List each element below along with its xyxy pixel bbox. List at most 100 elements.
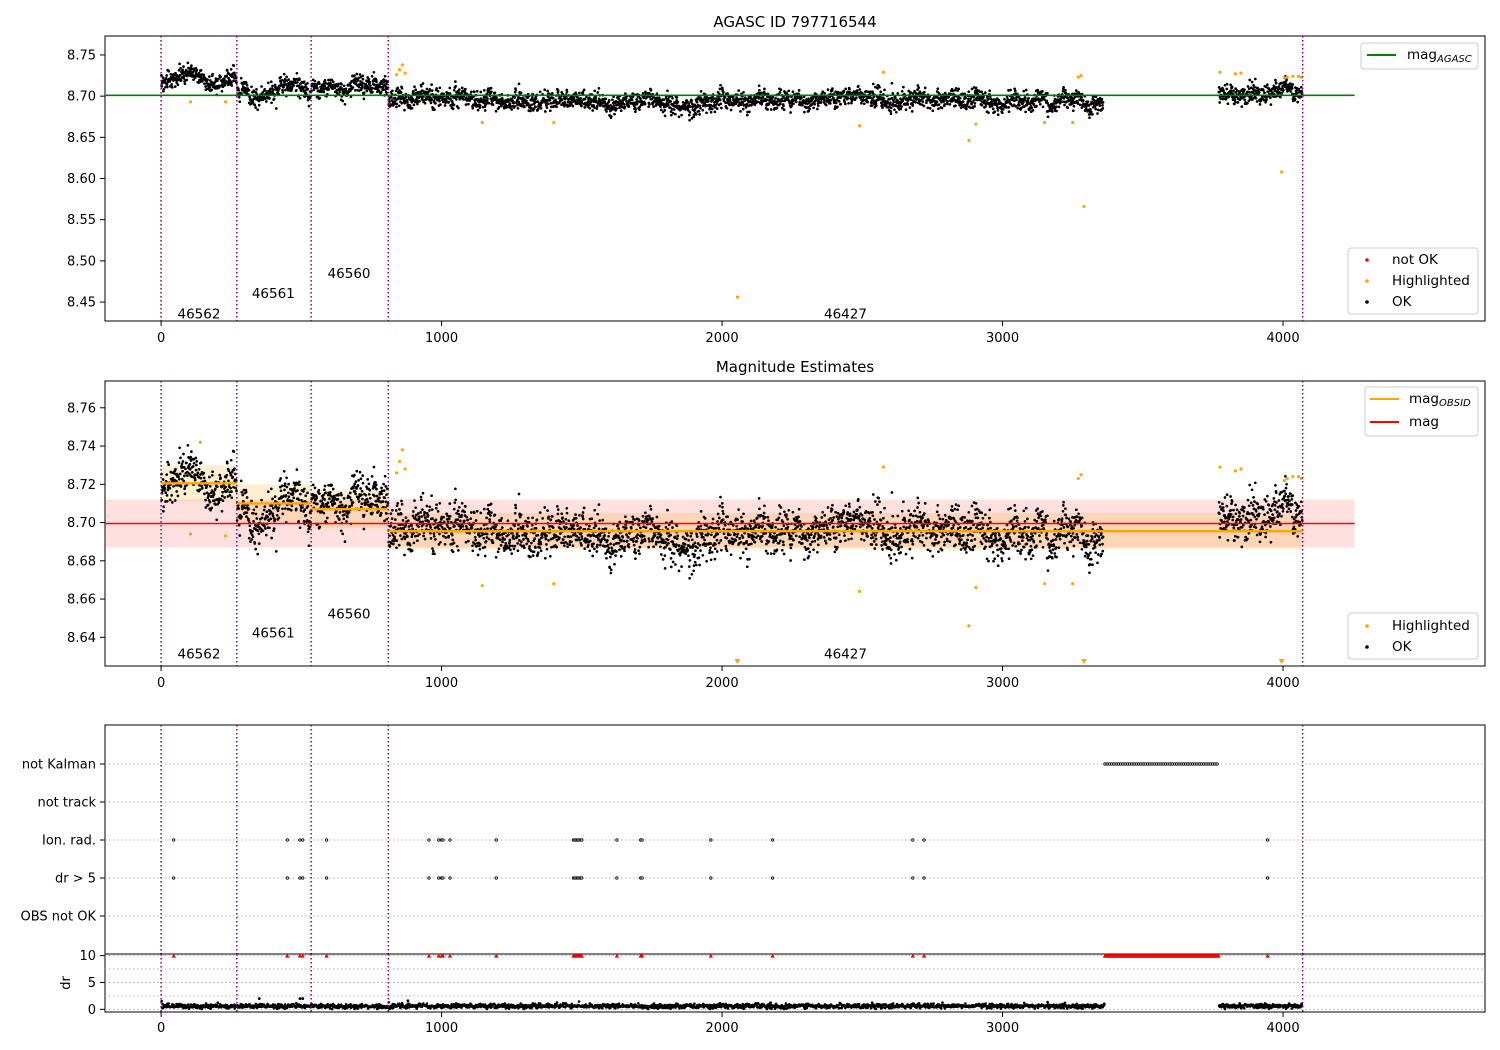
ok-point — [526, 96, 529, 100]
ok-point — [193, 76, 197, 80]
ok-point — [225, 461, 229, 465]
ok-point — [245, 83, 249, 87]
ok-point — [232, 79, 235, 83]
ok-point — [500, 517, 504, 520]
ok-point — [385, 493, 388, 497]
ok-point — [984, 105, 987, 108]
ok-point — [299, 492, 302, 496]
ok-point — [500, 526, 504, 529]
ok-point — [501, 540, 504, 544]
ok-point — [1255, 100, 1259, 103]
ok-point — [513, 544, 517, 548]
ok-point — [538, 546, 542, 550]
ok-point — [323, 79, 327, 82]
ok-point — [395, 504, 399, 508]
ok-point — [353, 74, 356, 78]
ok-point — [1236, 101, 1240, 104]
ok-point — [551, 526, 555, 529]
highlighted-point — [395, 73, 399, 77]
ok-point — [384, 485, 388, 488]
highlighted-point — [397, 68, 402, 72]
ok-point — [170, 83, 174, 86]
ok-point — [1001, 107, 1005, 111]
panel-agasc-frame — [104, 35, 1486, 322]
ok-point — [323, 84, 327, 88]
ok-point — [207, 492, 211, 496]
ok-point — [361, 481, 365, 485]
ok-point — [561, 516, 564, 520]
ok-point — [179, 79, 183, 82]
ok-point — [262, 508, 266, 512]
ok-point — [672, 108, 676, 111]
ok-point — [474, 538, 478, 542]
ok-point — [177, 475, 180, 479]
ok-point — [675, 96, 679, 99]
ok-point — [287, 78, 290, 81]
ok-point — [456, 518, 460, 521]
ok-point — [611, 98, 614, 102]
ok-point — [414, 506, 418, 510]
ok-point — [413, 499, 416, 502]
ok-point — [702, 98, 706, 101]
ok-point — [1233, 98, 1237, 102]
ok-point — [1277, 85, 1281, 88]
ok-point — [512, 547, 516, 551]
ok-point — [359, 487, 362, 490]
ok-point — [367, 492, 371, 496]
ok-point — [819, 100, 823, 104]
ok-point — [306, 87, 310, 91]
ok-point — [582, 88, 586, 92]
ok-point — [624, 97, 628, 100]
ok-point — [1096, 108, 1100, 112]
ok-point — [1053, 97, 1057, 101]
ok-point — [426, 91, 430, 95]
ok-point — [565, 506, 569, 510]
ok-point — [460, 513, 463, 517]
ok-point — [794, 100, 798, 104]
ok-point — [471, 544, 474, 548]
ok-point — [1024, 88, 1028, 92]
ok-point — [281, 512, 285, 516]
y-tick-label: 8.60 — [67, 172, 96, 187]
ok-point — [464, 505, 467, 508]
ok-point — [247, 536, 251, 540]
ok-point — [323, 484, 327, 488]
ok-point — [1232, 89, 1235, 93]
ok-point — [547, 515, 551, 519]
ok-point — [536, 100, 540, 103]
ok-point — [555, 545, 559, 549]
ok-point — [202, 476, 206, 480]
legend-label-highlighted: Highlighted — [1392, 273, 1470, 289]
ok-point — [192, 461, 196, 465]
ok-point — [482, 507, 486, 511]
ok-point — [327, 505, 331, 509]
ok-point — [275, 513, 279, 517]
ok-point — [228, 494, 232, 497]
ok-point — [365, 89, 369, 93]
ok-point — [342, 517, 346, 521]
ok-point — [269, 80, 273, 84]
ok-point — [742, 91, 745, 94]
ok-point — [545, 534, 549, 538]
ok-point — [503, 538, 506, 541]
ok-point — [302, 487, 306, 491]
x-tick-label: 1000 — [425, 331, 458, 346]
ok-point — [287, 491, 290, 495]
ok-point — [170, 494, 174, 497]
ok-point — [775, 100, 779, 103]
ok-point — [1027, 96, 1030, 100]
ok-point — [462, 98, 465, 101]
ok-point — [271, 512, 275, 516]
ok-point — [1072, 104, 1076, 108]
ok-point — [485, 532, 489, 536]
ok-point — [284, 507, 287, 510]
ok-point — [240, 490, 244, 494]
ok-point — [472, 90, 476, 94]
ok-point — [430, 98, 434, 101]
ok-point — [669, 100, 673, 103]
ok-point — [195, 460, 199, 463]
ok-point — [338, 518, 341, 521]
ok-point — [294, 88, 298, 92]
ok-point — [476, 108, 480, 112]
ok-point — [1243, 88, 1246, 92]
